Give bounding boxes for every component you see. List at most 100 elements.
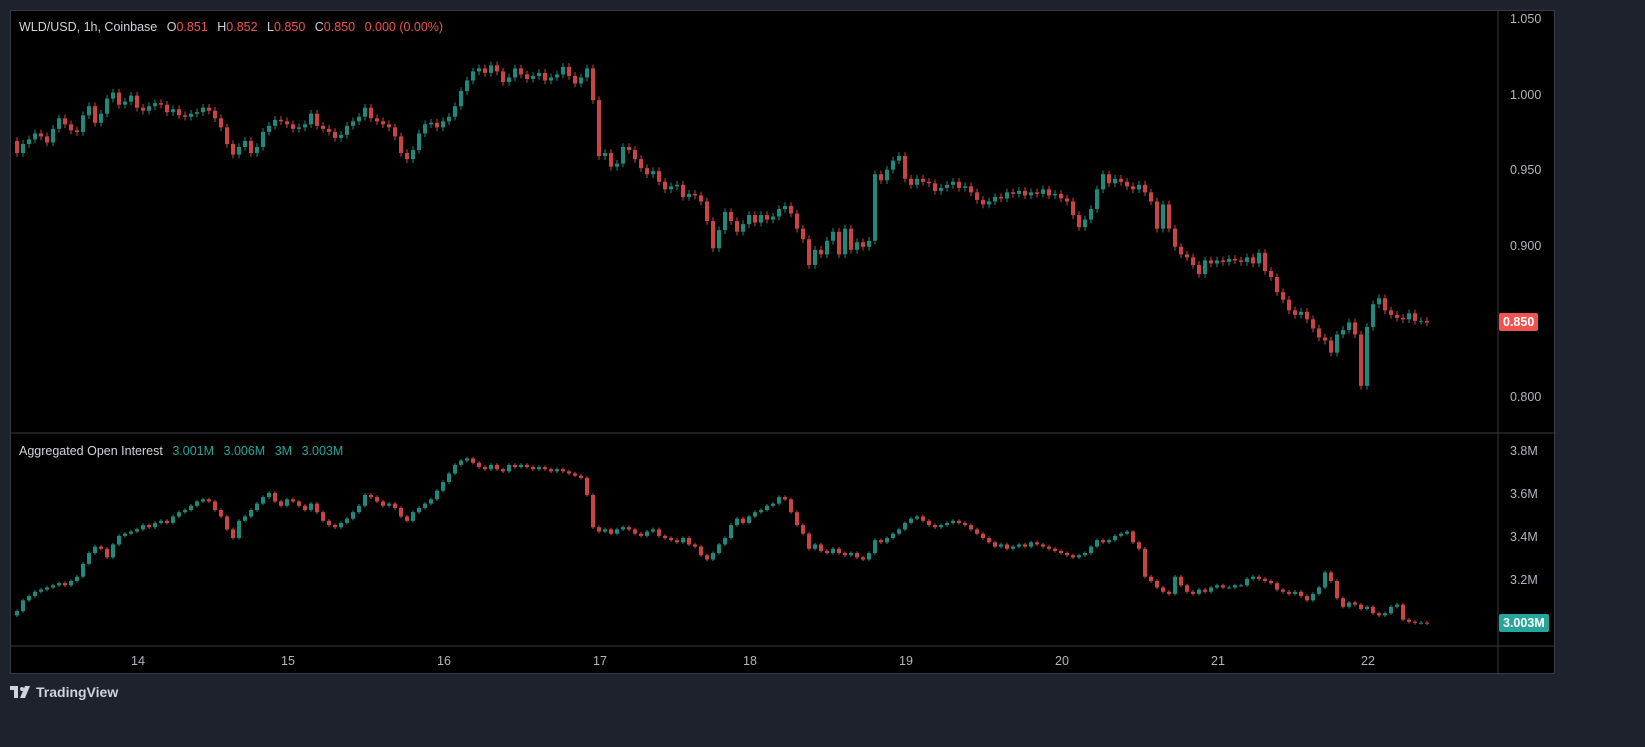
oi-candle: [51, 583, 55, 590]
price-candle-body: [1317, 328, 1321, 338]
price-candle-body: [507, 77, 511, 82]
price-candle-body: [1023, 190, 1027, 196]
price-candle: [753, 211, 757, 227]
oi-candle: [765, 504, 769, 512]
oi-candle-body: [1065, 553, 1069, 556]
price-candle-body: [297, 127, 301, 129]
oi-candle: [597, 525, 601, 534]
price-candle: [1383, 294, 1387, 315]
oi-candle-body: [819, 544, 823, 551]
oi-candle-body: [621, 527, 625, 530]
price-candle: [843, 224, 847, 259]
price-candle: [1257, 249, 1261, 268]
price-candle: [81, 111, 85, 136]
price-candle-body: [1407, 313, 1411, 320]
oi-candle-body: [1185, 585, 1189, 592]
oi-candle-body: [1179, 576, 1183, 586]
oi-candle-body: [699, 546, 703, 556]
price-candle: [201, 103, 205, 117]
oi-candle: [1203, 587, 1207, 594]
oi-candle: [153, 521, 157, 529]
price-candle: [1215, 256, 1219, 268]
price-candle-body: [1263, 252, 1267, 271]
oi-candle-body: [489, 464, 493, 470]
oi-candle: [1161, 585, 1165, 594]
oi-candle-body: [633, 529, 637, 534]
price-candle: [99, 109, 103, 127]
price-candle: [639, 155, 643, 172]
oi-candle-body: [579, 475, 583, 478]
oi-candle: [261, 495, 265, 506]
oi-candle: [69, 579, 73, 588]
price-candle: [411, 146, 415, 163]
price-candle-body: [1353, 322, 1357, 335]
oi-candle-body: [51, 585, 55, 588]
price-candle: [735, 217, 739, 236]
price-candle: [441, 117, 445, 132]
oi-legend[interactable]: Aggregated Open Interest 3.001M 3.006M 3…: [19, 444, 349, 458]
oi-candle-body: [1239, 585, 1243, 587]
price-candle: [1209, 256, 1213, 268]
price-candle: [231, 140, 235, 159]
price-candle-body: [1389, 310, 1393, 315]
oi-candle: [1353, 600, 1357, 607]
oi-candle: [1275, 581, 1279, 592]
price-candle: [723, 208, 727, 234]
price-candle-body: [399, 136, 403, 154]
oi-candle: [825, 549, 829, 555]
price-candle-body: [1017, 190, 1021, 194]
oi-candle-body: [861, 557, 865, 560]
oi-candle-body: [1059, 550, 1063, 554]
oi-candle: [1059, 549, 1063, 555]
price-candle: [381, 117, 385, 129]
oi-candle: [969, 523, 973, 532]
price-candle-body: [1131, 186, 1135, 190]
price-candle-body: [1203, 260, 1207, 275]
price-candle-body: [1185, 254, 1189, 258]
oi-candle-body: [1245, 578, 1249, 586]
oi-candle: [1173, 574, 1177, 596]
price-axis-tick: 0.950: [1510, 163, 1542, 178]
oi-candle: [681, 536, 685, 545]
price-candle-body: [855, 242, 859, 250]
oi-candle-body: [459, 460, 463, 465]
price-candle: [237, 143, 241, 159]
oi-candle: [1293, 590, 1297, 596]
oi-candle: [777, 495, 781, 506]
price-candle: [1269, 267, 1273, 281]
price-candle: [1101, 170, 1105, 194]
oi-candle-body: [15, 611, 19, 616]
oi-candle: [195, 499, 199, 508]
symbol-legend[interactable]: WLD/USD, 1h, Coinbase O0.851 H0.852 L0.8…: [19, 20, 449, 34]
price-candle: [1377, 294, 1381, 309]
oi-candle: [1269, 579, 1273, 585]
chart-canvas[interactable]: [11, 11, 1556, 675]
price-candle: [1251, 253, 1255, 268]
oi-candle: [207, 497, 211, 504]
time-axis-tick: 19: [899, 654, 913, 668]
price-candle-body: [813, 249, 817, 265]
price-axis-tick: 0.900: [1510, 238, 1542, 253]
time-axis-tick: 20: [1055, 654, 1069, 668]
oi-candle: [1383, 611, 1387, 618]
price-candle: [1005, 188, 1009, 203]
oi-candle: [507, 463, 511, 474]
price-candle: [1161, 200, 1165, 233]
oi-candle: [1395, 602, 1399, 609]
tradingview-logo[interactable]: TradingView: [10, 684, 118, 700]
oi-candle-body: [345, 518, 349, 523]
price-candle: [243, 137, 247, 151]
oi-candle: [27, 594, 31, 603]
oi-candle-body: [681, 538, 685, 543]
price-candle: [1203, 256, 1207, 278]
price-candle: [939, 184, 943, 195]
chart-frame[interactable]: WLD/USD, 1h, Coinbase O0.851 H0.852 L0.8…: [10, 10, 1556, 675]
oi-candle: [513, 463, 517, 469]
oi-candle-body: [873, 540, 877, 554]
price-candle-body: [531, 75, 535, 79]
price-candle: [957, 178, 961, 192]
price-candle-body: [147, 106, 151, 111]
oi-candle: [537, 465, 541, 471]
price-candle: [621, 143, 625, 168]
time-axis-tick: 14: [131, 654, 145, 668]
